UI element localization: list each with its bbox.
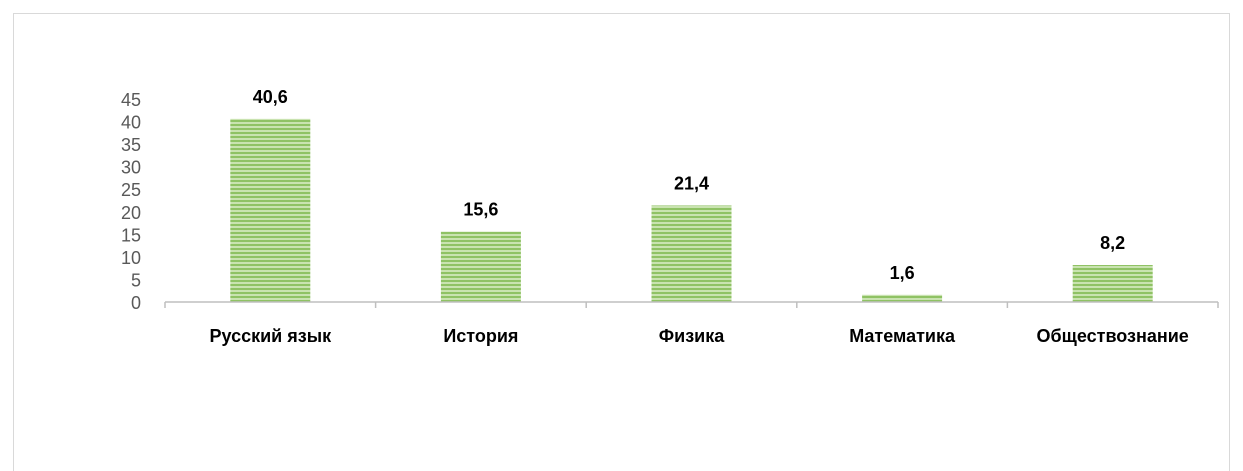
data-label: 1,6 — [890, 263, 915, 283]
bar — [651, 205, 732, 302]
category-label: Обществознание — [1037, 326, 1189, 346]
y-tick-label: 5 — [131, 270, 141, 290]
bar — [1072, 265, 1153, 302]
y-tick-label: 20 — [121, 203, 141, 223]
category-label: История — [443, 326, 518, 346]
y-tick-label: 30 — [121, 158, 141, 178]
y-tick-label: 35 — [121, 135, 141, 155]
y-tick-label: 0 — [131, 293, 141, 313]
y-tick-label: 25 — [121, 180, 141, 200]
data-label: 8,2 — [1100, 233, 1125, 253]
y-tick-label: 40 — [121, 113, 141, 133]
y-tick-label: 10 — [121, 248, 141, 268]
category-labels: Русский язык История Физика Математика Общес… — [210, 326, 1189, 346]
x-axis — [164, 301, 1219, 308]
category-label: Физика — [659, 326, 725, 346]
data-label: 15,6 — [463, 200, 498, 220]
value-labels: 40,6 15,6 21,4 1,6 8,2 — [253, 87, 1125, 283]
bar — [440, 231, 521, 302]
bar — [862, 294, 943, 302]
y-tick-label: 15 — [121, 225, 141, 245]
category-label: Математика — [849, 326, 956, 346]
y-tick-label: 45 — [121, 90, 141, 110]
category-label: Русский язык — [210, 326, 333, 346]
bar — [230, 118, 311, 302]
data-label: 21,4 — [674, 173, 709, 193]
bars — [230, 118, 1153, 302]
chart-frame — [13, 13, 1230, 471]
data-label: 40,6 — [253, 87, 288, 107]
